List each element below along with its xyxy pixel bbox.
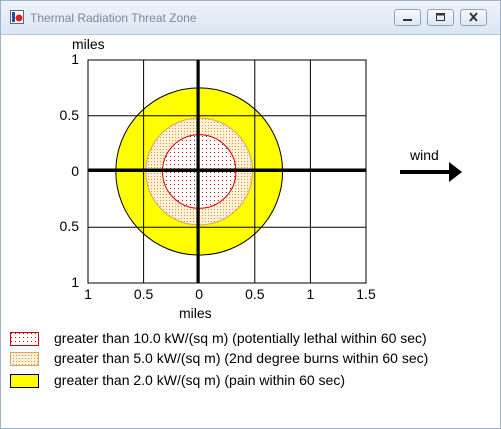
window-title: Thermal Radiation Threat Zone bbox=[30, 11, 197, 25]
close-icon bbox=[469, 12, 478, 22]
aloha-app-icon bbox=[10, 10, 24, 24]
x-tick-label: 1.5 bbox=[356, 286, 376, 302]
red-dots-swatch bbox=[10, 332, 39, 346]
legend-label-burns: greater than 5.0 kW/(sq m) (2nd degree b… bbox=[54, 350, 429, 366]
x-tick-label: 1 bbox=[84, 286, 92, 302]
minimize-button[interactable] bbox=[394, 9, 421, 26]
orange-dots-swatch bbox=[10, 352, 39, 366]
y-tick-label: 0 bbox=[71, 162, 79, 179]
maximize-icon bbox=[436, 13, 445, 21]
y-tick-label: 0.5 bbox=[59, 106, 79, 123]
minimize-icon bbox=[403, 19, 412, 21]
legend-item-burns: greater than 5.0 kW/(sq m) (2nd degree b… bbox=[1, 350, 500, 368]
legend-item-lethal: greater than 10.0 kW/(sq m) (potentially… bbox=[1, 330, 500, 348]
x-axis-label: miles bbox=[179, 305, 212, 321]
y-tick-label: 1 bbox=[71, 51, 79, 67]
title-bar[interactable]: Thermal Radiation Threat Zone bbox=[1, 1, 500, 35]
x-tick-label: 0 bbox=[195, 286, 204, 302]
x-tick-label: 1 bbox=[306, 286, 315, 302]
yellow-swatch bbox=[10, 374, 39, 388]
legend-item-pain: greater than 2.0 kW/(sq m) (pain within … bbox=[1, 372, 500, 390]
threat-zone-chart bbox=[87, 59, 462, 284]
wind-label: wind bbox=[410, 147, 439, 163]
legend-label-pain: greater than 2.0 kW/(sq m) (pain within … bbox=[54, 372, 346, 388]
x-tick-label: 0.5 bbox=[245, 286, 265, 302]
close-button[interactable] bbox=[460, 9, 487, 26]
legend-label-lethal: greater than 10.0 kW/(sq m) (potentially… bbox=[54, 330, 427, 346]
y-axis-label: miles bbox=[72, 36, 105, 52]
maximize-button[interactable] bbox=[427, 9, 454, 26]
y-tick-label: 0.5 bbox=[59, 218, 79, 235]
wind-arrow-icon bbox=[400, 162, 462, 182]
plot-area: miles wind miles 1 0.5 0 0.5 1 1 0.5 0 0.5 1 1.5 … bbox=[1, 35, 500, 428]
x-tick-label: 0.5 bbox=[133, 286, 154, 302]
y-tick-label: 1 bbox=[71, 274, 79, 290]
